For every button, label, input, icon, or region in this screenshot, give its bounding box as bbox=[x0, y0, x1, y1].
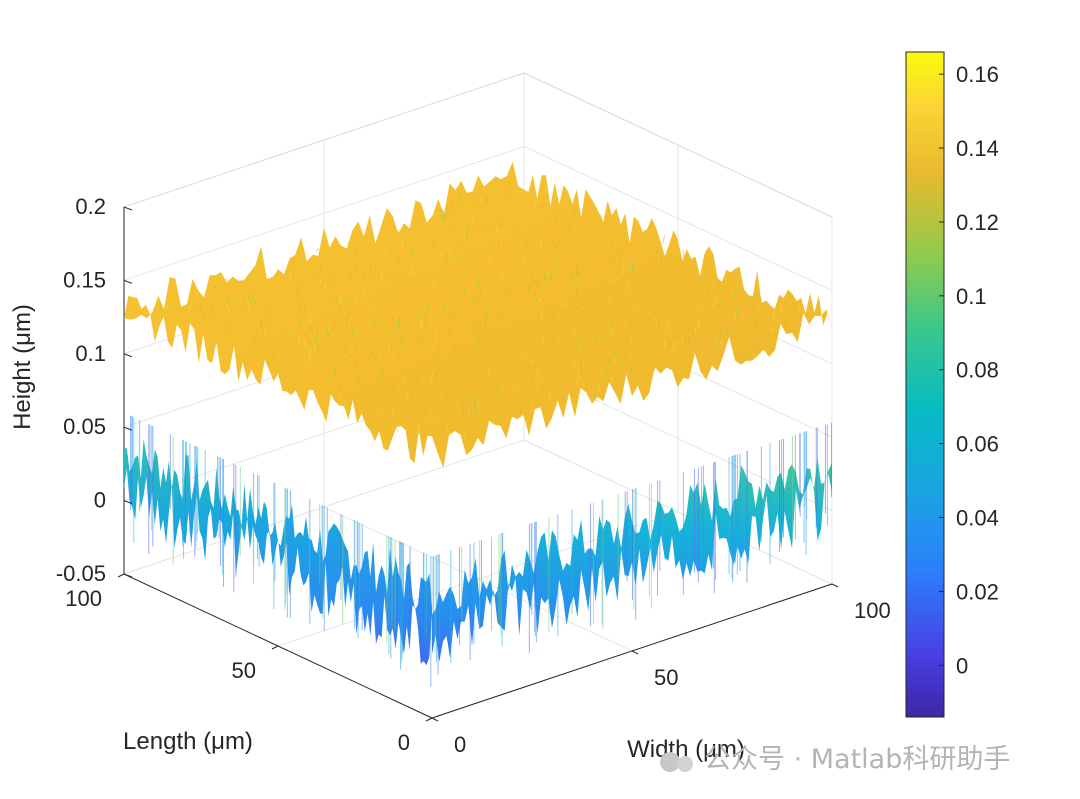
x-tick-mark bbox=[631, 650, 639, 655]
colorbar-tick-label: 0.12 bbox=[956, 210, 999, 235]
x-tick-label: 100 bbox=[854, 598, 891, 623]
y-tick-mark bbox=[117, 573, 125, 578]
surface-side-left bbox=[124, 438, 432, 666]
z-tick-mark bbox=[123, 279, 133, 284]
z-tick-mark bbox=[123, 206, 133, 211]
colorbar: 0 0.02 0.04 0.06 0.08 0.1 0.12 0.14 0.16 bbox=[905, 51, 999, 718]
surface-top bbox=[124, 161, 832, 468]
y-tick-label: 0 bbox=[398, 730, 410, 755]
wechat-icon bbox=[660, 752, 680, 772]
z-tick-label: 0.15 bbox=[63, 267, 106, 292]
x-tick-label: 50 bbox=[654, 665, 678, 690]
x-tick-mark bbox=[431, 717, 439, 722]
colorbar-tick-label: 0.02 bbox=[956, 579, 999, 604]
watermark: 公众号 · Matlab科研助手 bbox=[660, 744, 1010, 775]
x-tick-mark bbox=[831, 583, 839, 588]
surface-mesh bbox=[124, 161, 832, 687]
z-tick-mark bbox=[123, 353, 133, 358]
y-tick-mark bbox=[425, 717, 433, 722]
z-axis-label: Height (μm) bbox=[9, 304, 36, 430]
z-tick-label: 0 bbox=[94, 488, 106, 513]
surface-streaks bbox=[129, 415, 832, 687]
z-tick-mark bbox=[123, 500, 133, 505]
z-tick-label: 0.2 bbox=[75, 194, 106, 219]
colorbar-tick-label: 0 bbox=[956, 653, 968, 678]
x-tick-label: 0 bbox=[454, 732, 466, 757]
z-tick-label: -0.05 bbox=[56, 561, 106, 586]
y-tick-label: 50 bbox=[232, 658, 256, 683]
colorbar-tick-label: 0.08 bbox=[956, 358, 999, 383]
z-tick-label: 0.05 bbox=[63, 414, 106, 439]
surface-side-right bbox=[432, 457, 832, 662]
colorbar-tick-label: 0.1 bbox=[956, 284, 987, 309]
watermark-text: 公众号 · Matlab科研助手 bbox=[704, 744, 1010, 775]
y-tick-label: 100 bbox=[65, 586, 102, 611]
colorbar-tick-label: 0.16 bbox=[956, 62, 999, 87]
z-tick-mark bbox=[123, 426, 133, 431]
colorbar-tick-label: 0.06 bbox=[956, 432, 999, 457]
surface-texture bbox=[159, 188, 801, 438]
y-tick-mark bbox=[271, 645, 279, 650]
y-axis-label: Length (μm) bbox=[123, 728, 253, 755]
colorbar-tick-label: 0.04 bbox=[956, 506, 999, 531]
colorbar-tick-label: 0.14 bbox=[956, 136, 999, 161]
axis-ticks: -0.05 0 0.05 0.1 0.15 0.2 0 50 100 0 50 100 bbox=[56, 194, 891, 757]
z-tick-label: 0.1 bbox=[75, 341, 106, 366]
z-tick-mark bbox=[123, 573, 133, 578]
colorbar-gradient bbox=[905, 51, 945, 718]
